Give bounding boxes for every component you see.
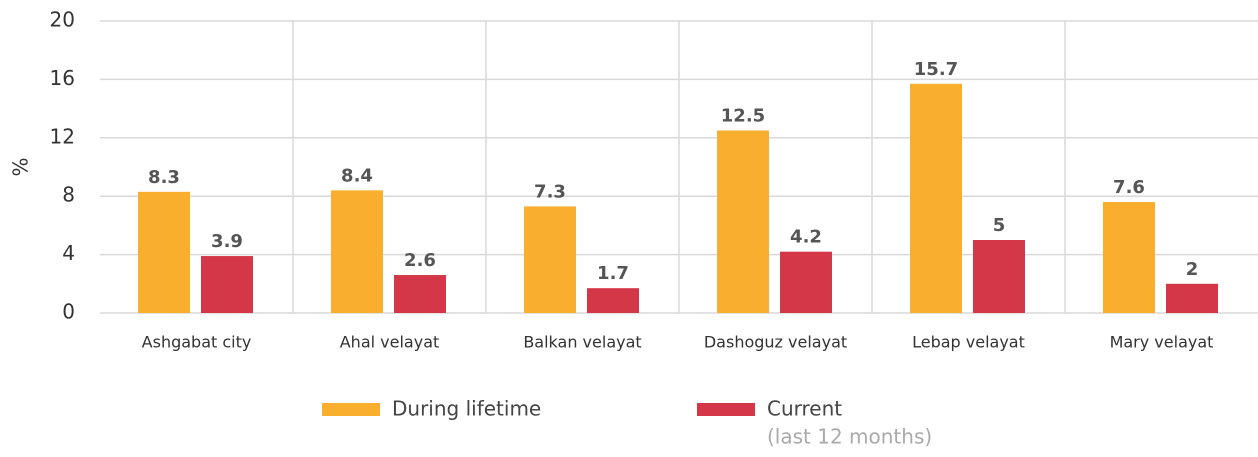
bar [524, 206, 576, 313]
data-label: 8.3 [148, 167, 180, 188]
bar [1103, 202, 1155, 313]
legend-swatch [322, 403, 380, 416]
bar [1166, 283, 1218, 313]
x-tick-label: Lebap velayat [912, 333, 1025, 352]
y-tick-label: 0 [62, 300, 75, 324]
x-tick-label: Balkan velayat [523, 333, 641, 352]
bar [138, 191, 190, 313]
y-tick-label: 12 [50, 124, 75, 148]
x-tick-label: Mary velayat [1110, 333, 1214, 352]
data-label: 8.4 [341, 165, 373, 186]
x-tick-label: Dashoguz velayat [704, 333, 847, 352]
bar [587, 288, 639, 313]
legend-note: (last 12 months) [767, 425, 932, 449]
data-label: 5 [993, 215, 1006, 236]
data-label: 7.6 [1113, 177, 1145, 198]
data-label: 2.6 [404, 250, 436, 271]
data-label: 2 [1186, 259, 1199, 280]
data-label: 3.9 [211, 231, 243, 252]
bar [717, 130, 769, 313]
bar [910, 83, 962, 313]
x-tick-label: Ahal velayat [340, 333, 440, 352]
data-label: 7.3 [534, 181, 566, 202]
x-tick-label: Ashgabat city [142, 333, 252, 352]
data-label: 15.7 [914, 59, 958, 80]
legend-label: During lifetime [392, 397, 541, 421]
legend-label: Current [767, 397, 842, 421]
bar [973, 240, 1025, 313]
bar [201, 256, 253, 313]
data-label: 1.7 [597, 263, 629, 284]
y-tick-label: 8 [62, 183, 75, 207]
y-tick-label: 16 [50, 66, 75, 90]
data-label: 4.2 [790, 227, 822, 248]
y-tick-label: 4 [62, 241, 75, 265]
data-label: 12.5 [721, 106, 765, 127]
bar [394, 275, 446, 313]
y-axis-label: % [9, 157, 33, 176]
bar [331, 190, 383, 313]
bar [780, 251, 832, 313]
legend-swatch [697, 403, 755, 416]
y-tick-label: 20 [50, 8, 75, 32]
